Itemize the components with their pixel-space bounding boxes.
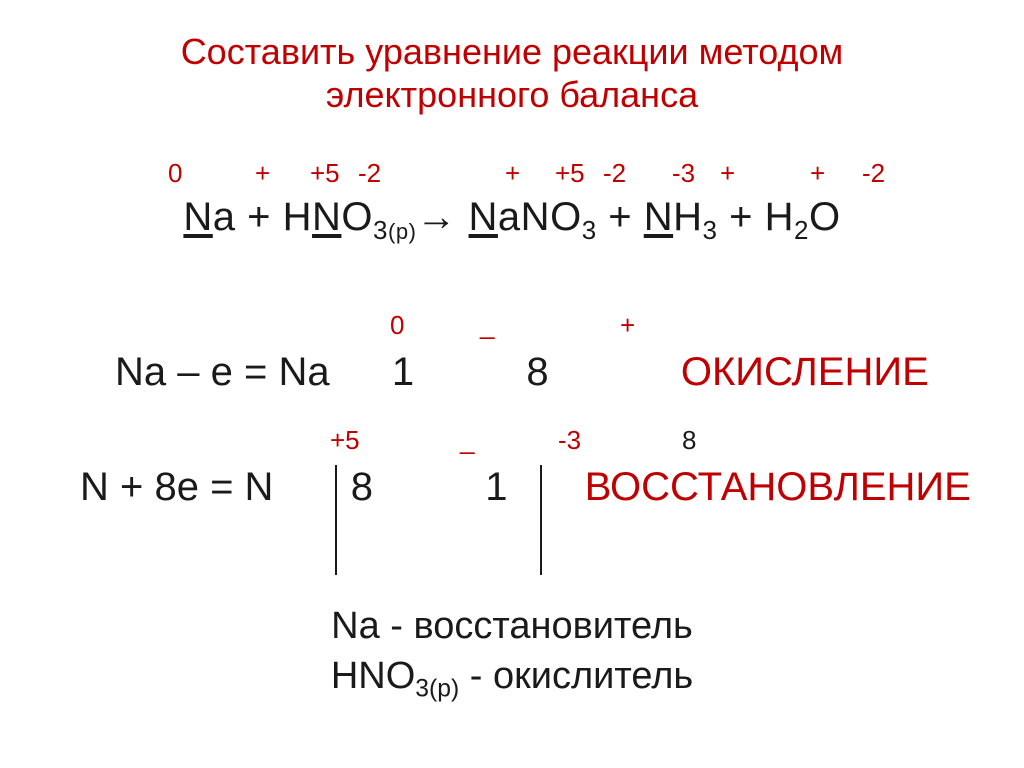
eq-n1-u: N: [312, 195, 341, 239]
eq-arrow: →: [416, 195, 468, 239]
half-reaction-1: Na – e = Na 1 8 ОКИСЛЕНИЕ: [115, 350, 929, 395]
eq-na2-rest: a: [498, 195, 521, 239]
eq-sub2: 2: [794, 215, 809, 245]
eq-o: O: [809, 195, 841, 239]
eq-h3: H: [673, 195, 702, 239]
half2-n1: 8: [351, 465, 373, 509]
eq-sub3a: 3: [373, 215, 388, 245]
footer2-sub: 3(р): [415, 676, 459, 703]
ox-na2: +: [505, 158, 520, 189]
half1-n2: 8: [526, 350, 548, 394]
conclusion-1: Na - восстановитель: [0, 605, 1024, 648]
half1-ox-right: +: [620, 310, 635, 341]
half1-lhs: Na – e = Na: [115, 350, 330, 394]
half2-ox-mid: _: [460, 425, 474, 456]
eq-o3: O: [341, 195, 373, 239]
half1-label: ОКИСЛЕНИЕ: [681, 350, 929, 394]
slide-title: Составить уравнение реакции методом элек…: [0, 30, 1024, 116]
half2-lhs: N + 8e = N: [80, 465, 273, 509]
ox-o2: -2: [603, 158, 626, 189]
ox-h2: +: [810, 158, 825, 189]
eq-p: (р): [388, 219, 416, 244]
ox-o3: -2: [862, 158, 885, 189]
ox-n3: -3: [672, 158, 695, 189]
half2-ox-right: -3: [558, 425, 581, 456]
eq-plus3: + H: [718, 195, 794, 239]
title-line-2: электронного баланса: [326, 74, 698, 115]
ox-h: +: [255, 158, 270, 189]
main-equation: Na + HNO3(р)→ NaNO3 + NH3 + H2O: [0, 195, 1024, 246]
half2-label: ВОССТАНОВЛЕНИЕ: [585, 465, 971, 509]
half1-ox-mid: _: [480, 310, 494, 341]
eq-na1-u: N: [183, 195, 212, 239]
vline-2: [540, 465, 542, 575]
vline-1: [335, 465, 337, 575]
eq-na1-rest: a: [213, 195, 236, 239]
ox-na: 0: [168, 158, 182, 189]
eq-plus1: + H: [236, 195, 312, 239]
eq-plus2: +: [597, 195, 644, 239]
footer2-b: - окислитель: [459, 655, 693, 697]
eq-na2-u: N: [469, 195, 498, 239]
eq-o3b: O: [550, 195, 582, 239]
slide: Составить уравнение реакции методом элек…: [0, 0, 1024, 768]
ox-h3: +: [720, 158, 735, 189]
eq-subh3: 3: [703, 215, 718, 245]
ox-n1: +5: [310, 158, 340, 189]
half1-ox-left: 0: [390, 310, 404, 341]
conclusion-2: HNO3(р) - окислитель: [0, 655, 1024, 704]
half-reaction-2: N + 8e = N 8 1 ВОССТАНОВЛЕНИЕ: [80, 465, 971, 510]
eq-sub3b: 3: [582, 215, 597, 245]
title-line-1: Составить уравнение реакции методом: [181, 31, 844, 72]
eq-n3-u: N: [644, 195, 673, 239]
half1-n1: 1: [392, 350, 414, 394]
footer2-a: HNO: [331, 655, 415, 697]
half2-ox-left: +5: [330, 425, 360, 456]
half2-extra: 8: [682, 425, 696, 456]
eq-n2: N: [521, 195, 550, 239]
ox-o1: -2: [358, 158, 381, 189]
half2-n2: 1: [485, 465, 507, 509]
ox-n2: +5: [555, 158, 585, 189]
